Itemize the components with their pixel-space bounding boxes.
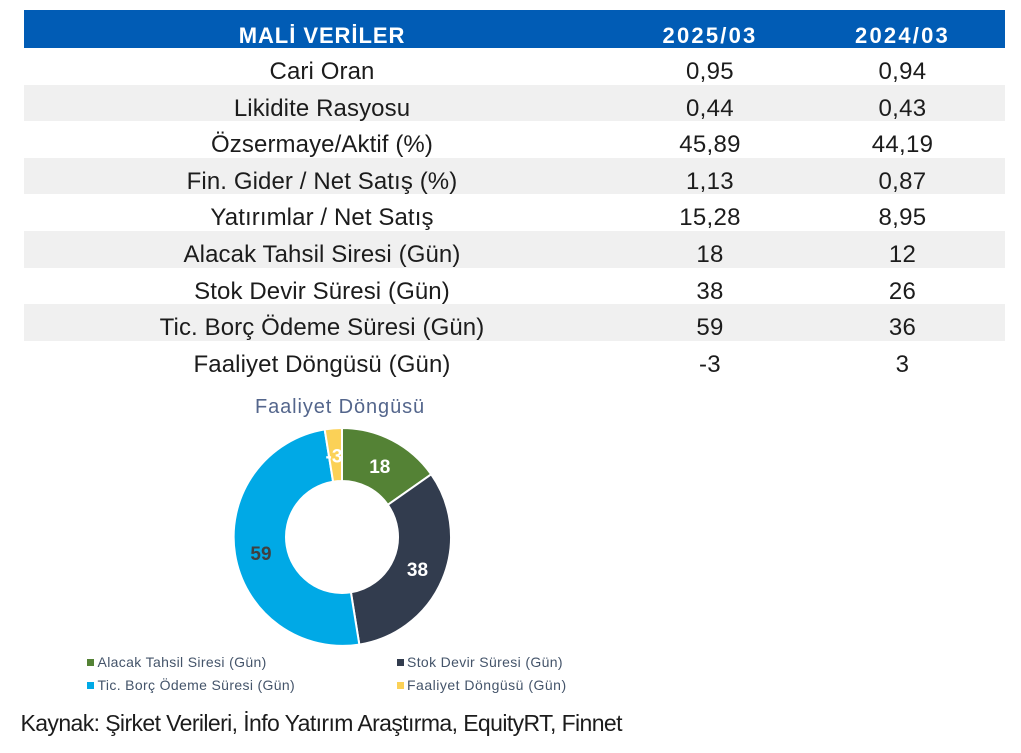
svg-text:18: 18 bbox=[369, 457, 390, 478]
svg-text:59: 59 bbox=[250, 544, 271, 565]
svg-text:-3: -3 bbox=[326, 446, 343, 467]
svg-text:38: 38 bbox=[407, 560, 428, 581]
